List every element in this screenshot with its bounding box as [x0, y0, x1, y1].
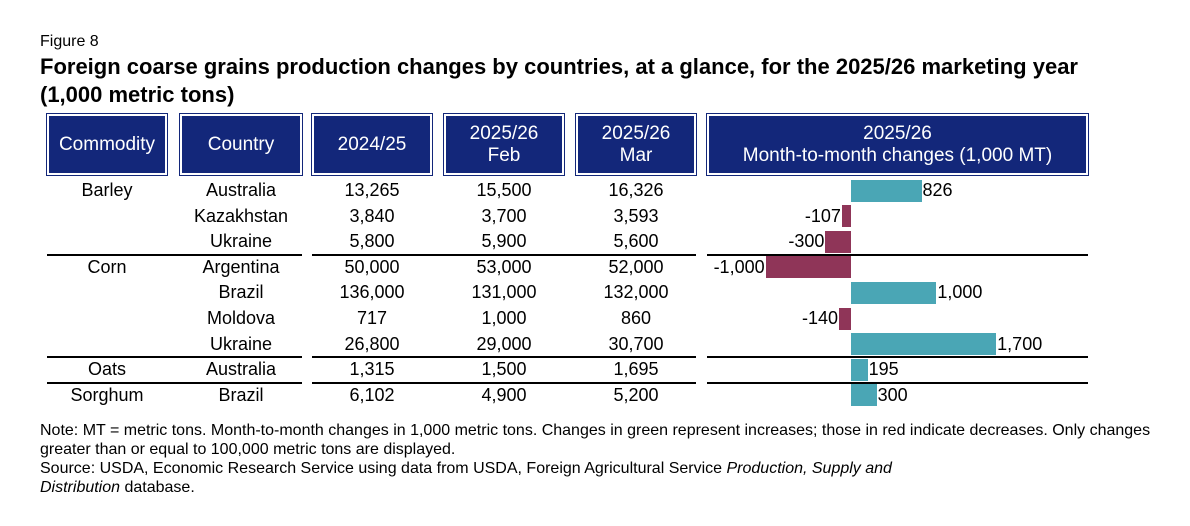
value-2024-25-cell: 136,000 [339, 282, 405, 303]
header-2024-25: 2024/25 [311, 113, 433, 176]
chart-title: Foreign coarse grains production changes… [40, 54, 1078, 107]
change-label: -1,000 [713, 256, 765, 277]
commodity-cell: Corn [87, 256, 127, 277]
source-italic-1: Production, Supply and [726, 460, 892, 477]
value-2024-25-cell: 50,000 [344, 256, 400, 277]
commodity-cell: Sorghum [70, 384, 144, 405]
value-2024-25-cell: 26,800 [344, 333, 400, 354]
value-mar-cell: 5,200 [613, 384, 659, 405]
change-bar [839, 307, 851, 330]
change-bar [851, 281, 937, 304]
value-feb-cell: 15,500 [476, 180, 532, 200]
value-feb-cell: 29,000 [476, 333, 532, 354]
group-separator [707, 356, 1088, 359]
change-label: 1,000 [937, 282, 983, 303]
group-separator [312, 253, 696, 256]
figure-label: Figure 8 [40, 33, 99, 50]
change-bar [851, 358, 868, 381]
country-cell: Brazil [218, 282, 264, 303]
change-bar [851, 384, 877, 407]
commodity-cell [47, 280, 167, 305]
value-mar-cell: 860 [620, 308, 652, 328]
country-cell: Moldova [206, 308, 276, 328]
group-separator [707, 253, 1088, 256]
source-italic-2: Distribution [40, 479, 121, 496]
notes: Note: MT = metric tons. Month-to-month c… [40, 421, 1160, 497]
header-mar-line1: 2025/26 [601, 122, 671, 144]
country-cell: Argentina [202, 256, 280, 277]
value-mar-cell: 1,695 [613, 359, 659, 380]
country-cell: Australia [205, 359, 277, 380]
country-cell: Ukraine [209, 231, 273, 252]
commodity-cell [47, 229, 167, 254]
change-bar [765, 256, 851, 279]
group-separator [47, 356, 302, 359]
header-changes-line2: Month-to-month changes (1,000 MT) [742, 144, 1053, 166]
value-2024-25-cell: 3,840 [349, 205, 395, 226]
header-changes-line1: 2025/26 [863, 122, 932, 144]
header-2024-25-label: 2024/25 [337, 133, 407, 155]
change-bar [851, 179, 922, 202]
header-commodity-label: Commodity [58, 133, 156, 155]
value-2024-25-cell: 6,102 [349, 384, 395, 405]
value-mar-cell: 132,000 [603, 282, 669, 303]
change-label: 826 [922, 180, 953, 200]
commodity-cell: Barley [81, 180, 133, 200]
header-feb-line1: 2025/26 [469, 122, 539, 144]
value-mar-cell: 3,593 [613, 205, 659, 226]
change-bar [841, 205, 851, 228]
change-label: 1,700 [997, 333, 1043, 354]
commodity-cell [47, 204, 167, 229]
header-country-label: Country [207, 133, 275, 155]
commodity-cell: Oats [87, 359, 126, 380]
change-bar [825, 230, 851, 253]
commodity-cell [47, 332, 167, 357]
source-suffix: database. [120, 479, 195, 496]
source-prefix: Source: USDA, Economic Research Service … [40, 460, 727, 477]
value-feb-cell: 1,000 [481, 308, 527, 328]
value-feb-cell: 4,900 [481, 384, 527, 405]
country-cell: Australia [205, 180, 277, 200]
country-cell: Brazil [218, 384, 264, 405]
header-commodity: Commodity [46, 113, 168, 176]
group-separator [312, 381, 696, 384]
group-separator [47, 253, 302, 256]
change-label: -140 [802, 308, 839, 328]
value-feb-cell: 1,500 [481, 359, 527, 380]
value-feb-cell: 3,700 [481, 205, 527, 226]
header-country: Country [179, 113, 303, 176]
value-2024-25-cell: 1,315 [349, 359, 395, 380]
change-label: -107 [804, 205, 841, 226]
group-separator [312, 356, 696, 359]
value-mar-cell: 16,326 [608, 180, 664, 200]
value-2024-25-cell: 717 [356, 308, 388, 328]
value-mar-cell: 52,000 [608, 256, 664, 277]
change-label: 195 [868, 359, 899, 380]
note-text: Note: MT = metric tons. Month-to-month c… [40, 422, 1151, 458]
change-label: 300 [877, 384, 908, 405]
country-cell: Kazakhstan [193, 205, 289, 226]
header-feb-line2: Feb [487, 144, 521, 166]
header-changes: 2025/26 Month-to-month changes (1,000 MT… [706, 113, 1089, 176]
group-separator [707, 381, 1088, 384]
value-feb-cell: 131,000 [471, 282, 537, 303]
change-bar [851, 333, 997, 356]
header-2025-26-feb: 2025/26 Feb [443, 113, 565, 176]
value-2024-25-cell: 13,265 [344, 180, 400, 200]
value-feb-cell: 53,000 [476, 256, 532, 277]
value-mar-cell: 30,700 [608, 333, 664, 354]
value-2024-25-cell: 5,800 [349, 231, 395, 252]
country-cell: Ukraine [209, 333, 273, 354]
group-separator [47, 381, 302, 384]
source-text: Source: USDA, Economic Research Service … [40, 459, 1160, 497]
value-feb-cell: 5,900 [481, 231, 527, 252]
header-mar-line2: Mar [619, 144, 653, 166]
change-label: -300 [788, 231, 825, 252]
value-mar-cell: 5,600 [613, 231, 659, 252]
header-2025-26-mar: 2025/26 Mar [575, 113, 697, 176]
commodity-cell [47, 306, 167, 331]
